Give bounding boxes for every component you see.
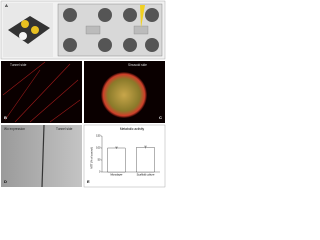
panel-caption: Tunnel side	[10, 63, 27, 67]
y-tick-label: 150	[96, 134, 101, 138]
channel	[85, 25, 101, 35]
needle	[140, 5, 145, 28]
panel-caption: Sinusoid side	[128, 63, 147, 67]
figure: A Tunnel side B Sinusoid side C Wo expre…	[0, 0, 166, 188]
error-bar	[144, 145, 147, 149]
y-tick-label: 0	[99, 170, 101, 174]
panel-caption: Wo expression	[4, 127, 25, 131]
well	[21, 20, 29, 28]
panel-b-image	[1, 61, 82, 123]
chart-title: Metabolic activity	[120, 127, 145, 131]
y-axis-label: MTT (% of control)	[90, 147, 94, 169]
y-tick-label: 100	[96, 146, 101, 150]
panel-label: A	[5, 3, 8, 8]
y-tick-label: 50	[98, 158, 101, 162]
panel-caption: Tunnel side	[56, 127, 73, 131]
device	[8, 16, 50, 44]
x-tick-label: Scaffold culture	[137, 173, 155, 177]
fibers	[2, 61, 81, 123]
spheroid	[101, 72, 147, 118]
panel-label: D	[4, 179, 7, 184]
error-bar	[115, 146, 118, 149]
x-tick-label: Monolayer	[110, 173, 122, 177]
well	[31, 26, 39, 34]
panel-label: C	[159, 115, 162, 120]
channel-edge	[41, 124, 45, 188]
panel-d-image	[1, 125, 82, 187]
well	[19, 32, 27, 40]
panel-label: B	[4, 115, 7, 120]
bar	[107, 147, 126, 173]
bar	[136, 147, 155, 173]
panel-label: E	[87, 179, 90, 184]
chart: Metabolic activity MTT (% of control) 0 5…	[90, 127, 160, 177]
schematic-wells	[63, 8, 159, 52]
